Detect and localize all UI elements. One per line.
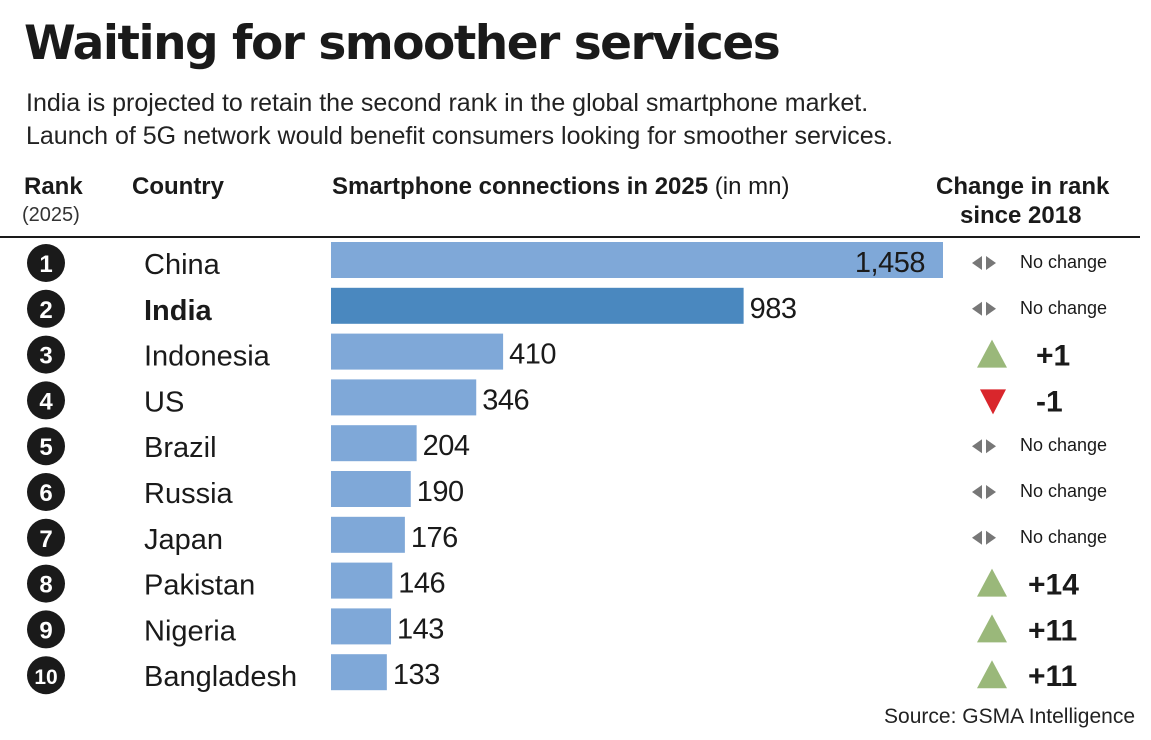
triangle-up-icon bbox=[977, 614, 1007, 643]
bar bbox=[331, 379, 477, 416]
source-note: Source: GSMA Intelligence bbox=[884, 705, 1135, 728]
country-label: India bbox=[144, 295, 213, 327]
subtitle-line-2: Launch of 5G network would benefit consu… bbox=[26, 122, 894, 150]
subtitle-line-1: India is projected to retain the second … bbox=[26, 89, 869, 117]
arrow-right-icon bbox=[986, 256, 996, 270]
rank-badge bbox=[27, 564, 65, 603]
rank-number: 2 bbox=[39, 297, 52, 324]
bar bbox=[331, 562, 393, 599]
triangle-up-icon bbox=[977, 568, 1007, 597]
country-label: Nigeria bbox=[144, 615, 237, 647]
rank-change-label: +1 bbox=[1036, 340, 1070, 373]
rank-change-label: +14 bbox=[1028, 569, 1079, 602]
rank-change-label: No change bbox=[1020, 435, 1107, 455]
value-label: 133 bbox=[393, 659, 440, 691]
rank-badge bbox=[27, 427, 65, 466]
rank-badge bbox=[27, 289, 65, 328]
country-label: Japan bbox=[144, 524, 223, 556]
rank-change-label: No change bbox=[1020, 252, 1107, 272]
arrow-left-icon bbox=[972, 301, 982, 316]
connections-column-header: Smartphone connections in 2025 (in mn) bbox=[332, 173, 789, 201]
rank-change-label: -1 bbox=[1036, 385, 1063, 418]
arrow-right-icon bbox=[986, 301, 996, 316]
country-label: Brazil bbox=[144, 432, 217, 464]
rank-badge bbox=[27, 381, 65, 420]
rank-column-header: Rank bbox=[24, 173, 83, 200]
bar bbox=[331, 425, 417, 462]
bar bbox=[331, 608, 392, 645]
value-label: 190 bbox=[417, 476, 464, 508]
rank-change-label: No change bbox=[1020, 527, 1107, 547]
bar bbox=[331, 654, 387, 691]
rank-number: 8 bbox=[39, 572, 52, 599]
chart-title: Waiting for smoother services bbox=[24, 16, 781, 71]
rank-change-label: No change bbox=[1020, 298, 1107, 318]
value-label: 146 bbox=[398, 568, 445, 600]
change-column-header-line-1: Change in rank bbox=[936, 173, 1110, 200]
value-label: 204 bbox=[423, 430, 470, 462]
value-label: 410 bbox=[509, 339, 556, 371]
country-column-header: Country bbox=[132, 173, 224, 200]
bar bbox=[331, 333, 504, 370]
bar bbox=[331, 287, 744, 324]
bar bbox=[331, 516, 405, 553]
rank-year-subheader: (2025) bbox=[22, 204, 80, 226]
rank-number: 10 bbox=[34, 666, 57, 689]
rank-number: 6 bbox=[39, 480, 52, 507]
country-label: US bbox=[144, 386, 184, 418]
country-label: China bbox=[144, 249, 221, 281]
arrow-left-icon bbox=[972, 439, 982, 454]
arrow-left-icon bbox=[972, 256, 982, 270]
arrow-right-icon bbox=[986, 530, 996, 545]
rank-number: 1 bbox=[39, 251, 52, 278]
value-label: 176 bbox=[411, 522, 458, 554]
header-divider bbox=[0, 236, 1140, 238]
country-label: Bangladesh bbox=[144, 661, 297, 693]
rank-badge bbox=[27, 244, 65, 282]
rank-number: 3 bbox=[39, 343, 52, 370]
rank-number: 9 bbox=[39, 617, 52, 644]
connections-unit-label: (in mn) bbox=[714, 173, 790, 200]
rank-badge bbox=[27, 656, 65, 695]
value-label: 346 bbox=[482, 384, 529, 416]
bar bbox=[331, 471, 411, 507]
arrow-right-icon bbox=[986, 485, 996, 499]
rank-number: 4 bbox=[39, 388, 53, 415]
triangle-up-icon bbox=[977, 339, 1007, 368]
rank-badge bbox=[27, 335, 65, 374]
rank-number: 5 bbox=[39, 434, 52, 461]
rank-badge bbox=[27, 473, 65, 511]
rank-change-label: +11 bbox=[1028, 614, 1077, 647]
rank-number: 7 bbox=[39, 526, 52, 553]
rank-change-label: No change bbox=[1020, 481, 1107, 501]
arrow-right-icon bbox=[986, 439, 996, 454]
value-label: 143 bbox=[397, 613, 444, 645]
country-label: Russia bbox=[144, 478, 234, 510]
bar bbox=[331, 242, 943, 278]
rank-badge bbox=[27, 610, 65, 649]
triangle-down-icon bbox=[980, 389, 1006, 415]
rank-badge bbox=[27, 518, 65, 557]
arrow-left-icon bbox=[972, 530, 982, 545]
arrow-left-icon bbox=[972, 485, 982, 499]
value-label: 983 bbox=[750, 293, 797, 325]
country-label: Indonesia bbox=[144, 341, 271, 373]
triangle-up-icon bbox=[977, 660, 1007, 689]
change-column-header-line-2: since 2018 bbox=[960, 202, 1082, 229]
rank-change-label: +11 bbox=[1028, 660, 1077, 693]
country-label: Pakistan bbox=[144, 570, 255, 602]
value-label: 1,458 bbox=[855, 247, 925, 279]
connections-header-label: Smartphone connections in 2025 bbox=[332, 173, 709, 200]
